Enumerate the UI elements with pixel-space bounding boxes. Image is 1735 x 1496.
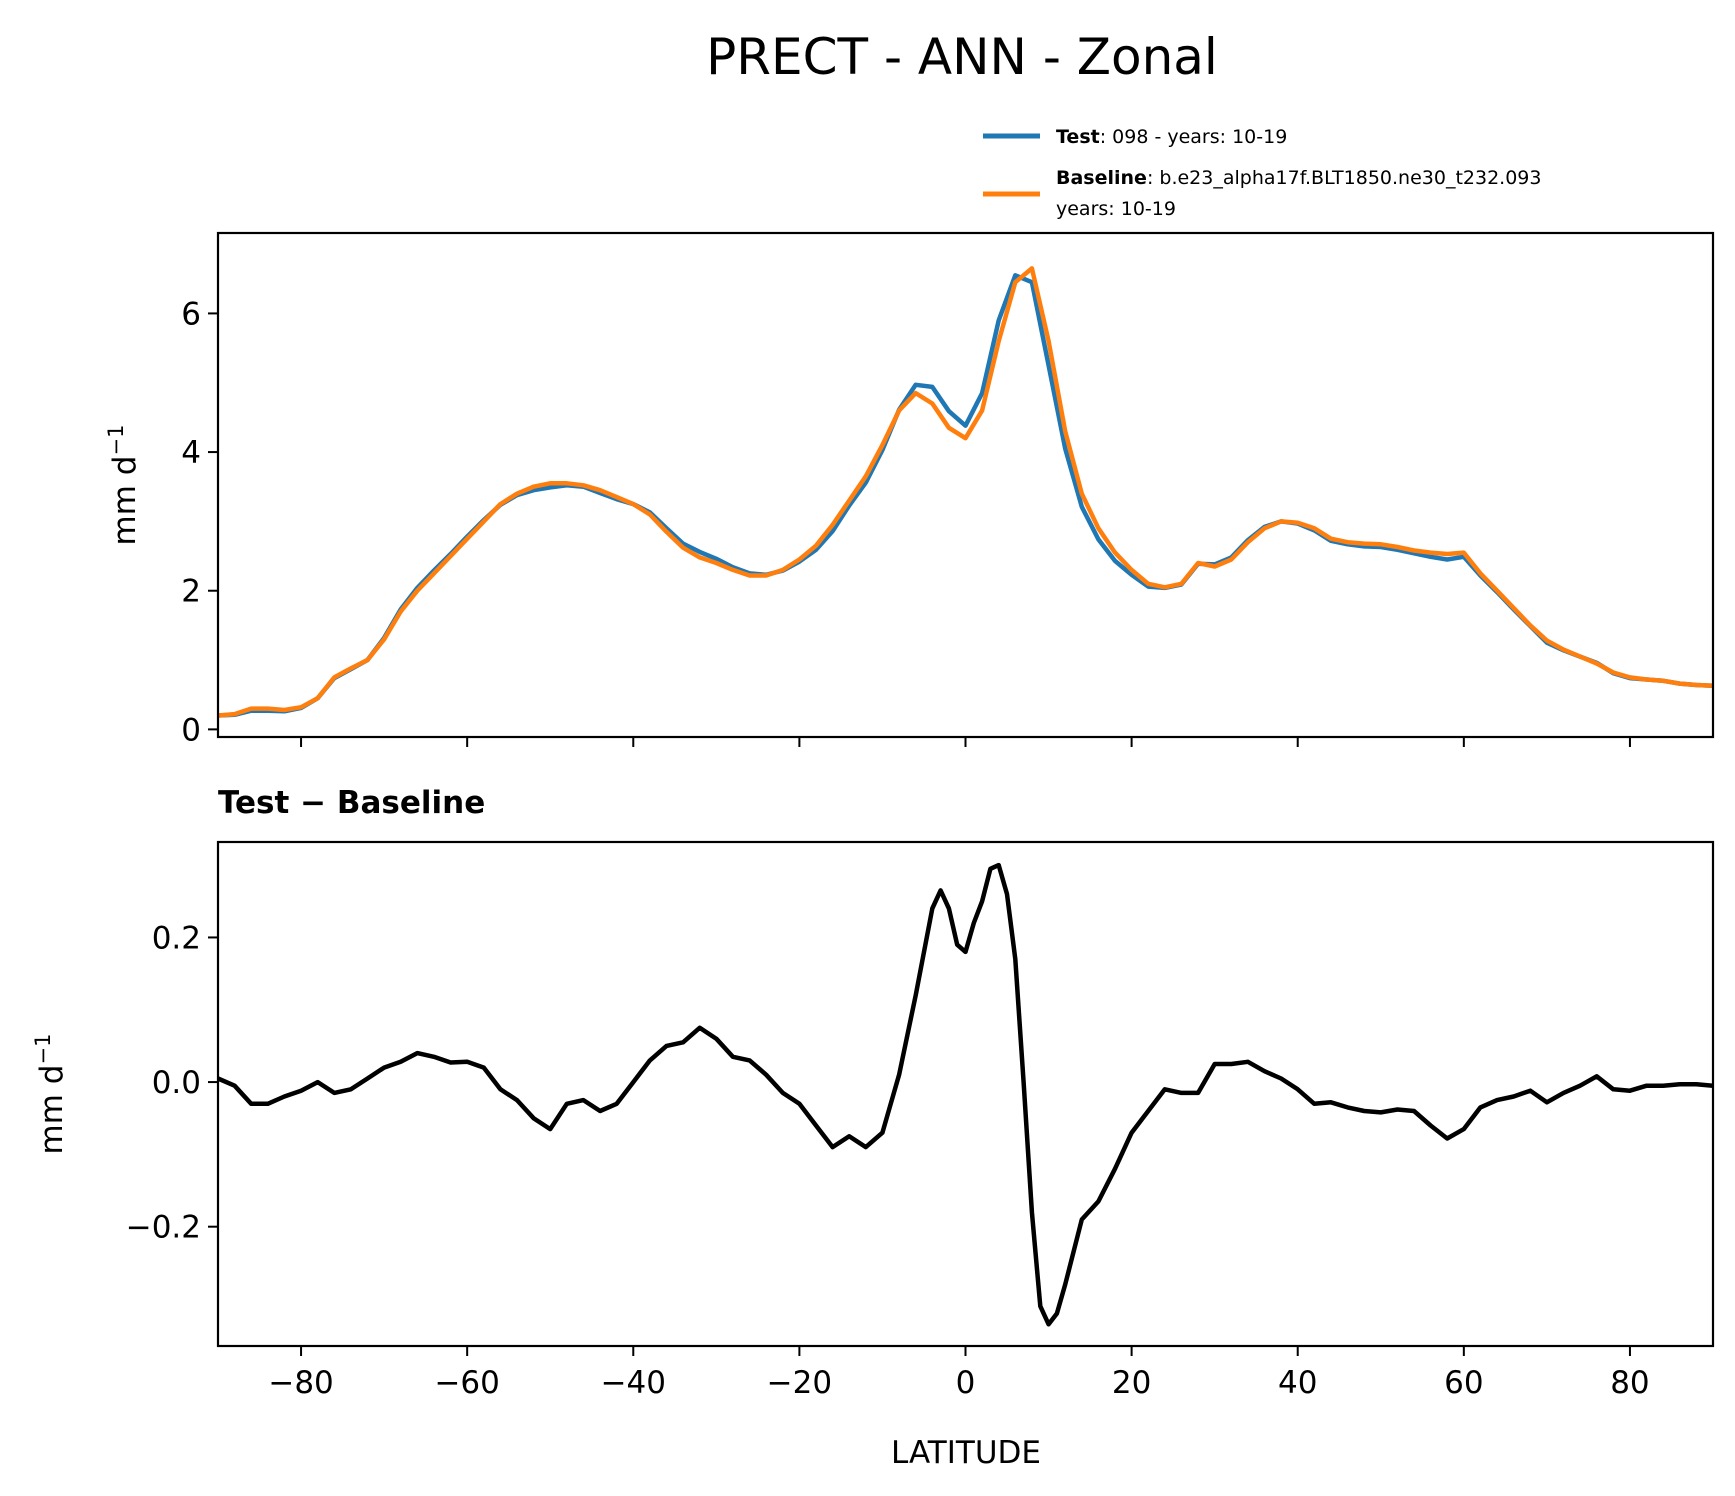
legend-baseline-name: Baseline (1056, 167, 1147, 189)
y-axis-label: mm d−1 (31, 1034, 70, 1155)
x-tick-label: −40 (601, 1365, 666, 1401)
series-line-test-baseline (218, 862, 1713, 1327)
legend-baseline-label: Baseline: b.e23_alpha17f.BLT1850.ne30_t2… (1056, 167, 1541, 189)
series-line-baseline (218, 266, 1713, 718)
x-tick-label: 40 (1278, 1365, 1317, 1401)
x-tick-label: 60 (1444, 1365, 1483, 1401)
y-axis-label-exponent: −1 (104, 425, 128, 456)
bottom-axes-title: Test − Baseline (218, 785, 485, 821)
x-tick-label: 20 (1112, 1365, 1151, 1401)
axes-frame (216, 231, 1715, 739)
y-tick-label: 2 (181, 574, 201, 610)
y-tick-label: 0 (181, 712, 201, 748)
y-tick-label: −0.2 (126, 1210, 201, 1246)
y-tick-label: 4 (181, 435, 201, 471)
legend-test-name: Test (1056, 126, 1100, 148)
figure-title: PRECT - ANN - Zonal (706, 28, 1218, 86)
series-line-test (218, 273, 1713, 718)
legend-baseline-years: years: 10-19 (1056, 198, 1176, 220)
x-tick-label: 0 (956, 1365, 976, 1401)
legend-baseline-desc: : b.e23_alpha17f.BLT1850.ne30_t232.093 (1147, 167, 1542, 189)
top-axes: 0 2 4 6 mm d−1 (104, 231, 1715, 748)
x-tick-label: −60 (434, 1365, 499, 1401)
y-tick-label: 0.2 (152, 920, 201, 956)
y-axis-label: mm d−1 (104, 425, 143, 546)
y-axis-label-exponent: −1 (31, 1034, 55, 1065)
x-axis-label: LATITUDE (891, 1435, 1041, 1471)
legend-test-desc: : 098 - years: 10-19 (1100, 126, 1288, 148)
x-tick-label: 80 (1610, 1365, 1649, 1401)
x-tick-label: −80 (268, 1365, 333, 1401)
y-tick-label: 6 (181, 296, 201, 332)
legend: Test: 098 - years: 10-19 Baseline: b.e23… (983, 126, 1541, 220)
axes-frame (216, 840, 1715, 1348)
legend-test-label: Test: 098 - years: 10-19 (1056, 126, 1287, 148)
y-tick-label: 0.0 (152, 1065, 201, 1101)
bottom-axes: −80 −60 −40 −20 0 20 40 60 80 −0.2 0.0 0.2 mm d−1 (31, 840, 1715, 1401)
x-tick-label: −20 (767, 1365, 832, 1401)
